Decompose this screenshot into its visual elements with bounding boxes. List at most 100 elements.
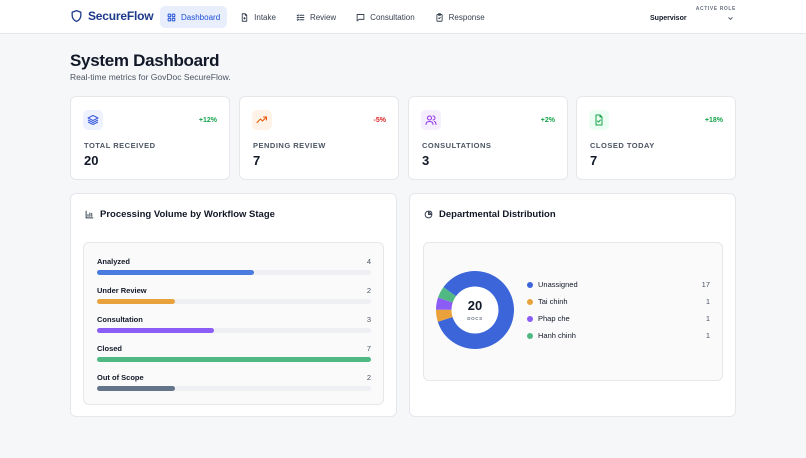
donut-total: 20	[467, 298, 483, 313]
users-icon	[425, 115, 437, 125]
brand-name: SecureFlow	[88, 9, 154, 23]
trending-up-icon	[256, 116, 268, 124]
legend-count: 1	[705, 331, 710, 340]
chevron-down-icon	[728, 17, 733, 20]
nav-dashboard-label: Dashboard	[181, 12, 221, 22]
stat-label: TOTAL RECEIVED	[84, 141, 156, 150]
stat-card-closed-today: +18% CLOSED TODAY 7	[576, 96, 736, 180]
grid-icon	[167, 13, 176, 21]
stage-item: Consultation 3	[97, 315, 371, 333]
stage-label: Closed	[97, 344, 123, 353]
stage-track	[97, 270, 371, 275]
stat-icon-wrap	[252, 110, 272, 130]
stage-label: Analyzed	[97, 257, 130, 266]
stage-count: 2	[366, 286, 371, 295]
role-value: Supervisor	[650, 15, 687, 22]
processing-volume-title: Processing Volume by Workflow Stage	[100, 209, 275, 220]
stat-icon-wrap	[589, 110, 609, 130]
stat-label: PENDING REVIEW	[253, 141, 326, 150]
stat-icon-wrap	[421, 110, 441, 130]
page-subtitle: Real-time metrics for GovDoc SecureFlow.	[70, 72, 231, 82]
layers-icon	[87, 115, 99, 125]
stat-delta: +18%	[704, 117, 723, 124]
legend-name: Phap che	[538, 314, 570, 323]
stat-card-consultations: +2% CONSULTATIONS 3	[408, 96, 568, 180]
stage-count: 3	[366, 315, 371, 324]
nav-consultation-label: Consultation	[370, 12, 415, 22]
role-label: ACTIVE ROLE	[695, 6, 736, 12]
stage-item: Closed 7	[97, 344, 371, 362]
file-check-icon	[595, 114, 603, 126]
nav-review[interactable]: Review	[289, 6, 343, 28]
donut-hole	[451, 286, 499, 334]
donut-slice	[436, 271, 514, 349]
distribution-chart-area: 20 DOCS Unassigned 17 Tai chinh 1 Phap c…	[423, 242, 723, 381]
role-dropdown[interactable]: Supervisor	[648, 15, 736, 22]
stage-label: Out of Scope	[97, 373, 144, 382]
top-navigation-bar: SecureFlow Dashboard Intake Review Consu…	[0, 0, 806, 34]
stage-count: 4	[366, 257, 371, 266]
stage-bar	[97, 386, 176, 391]
nav-consultation[interactable]: Consultation	[349, 6, 421, 28]
stage-label: Under Review	[97, 286, 147, 295]
role-selector: ACTIVE ROLE Supervisor	[648, 6, 736, 22]
page-title: System Dashboard	[70, 51, 220, 70]
stage-bar	[97, 357, 371, 362]
stat-delta: -5%	[373, 117, 386, 124]
shield-icon	[71, 9, 82, 23]
panel-title: Departmental Distribution	[424, 209, 556, 220]
stat-value: 7	[253, 153, 261, 168]
message-square-icon	[356, 13, 365, 21]
stage-label: Consultation	[97, 315, 143, 324]
legend-dot	[527, 282, 533, 288]
panel-title: Processing Volume by Workflow Stage	[85, 209, 275, 220]
nav-intake[interactable]: Intake	[233, 6, 283, 28]
stat-icon-wrap	[83, 110, 103, 130]
main-nav: Dashboard Intake Review Consultation Res…	[160, 6, 492, 28]
stat-label: CLOSED TODAY	[590, 141, 655, 150]
stage-track	[97, 328, 371, 333]
nav-response-label: Response	[448, 12, 485, 22]
legend-item: Tai chinh 1	[527, 297, 710, 314]
donut-unit: DOCS	[467, 316, 483, 321]
list-check-icon	[296, 13, 305, 21]
legend-name: Tai chinh	[538, 297, 568, 306]
file-plus-icon	[241, 12, 248, 22]
clipboard-icon	[436, 12, 443, 22]
stage-bar	[97, 299, 176, 304]
stage-count: 2	[366, 373, 371, 382]
stage-list: Analyzed 4 Under Review 2 Consultation 3 Cl…	[83, 242, 384, 405]
nav-review-label: Review	[309, 12, 337, 22]
brand-logo[interactable]: SecureFlow	[70, 9, 154, 23]
distribution-legend: Unassigned 17 Tai chinh 1 Phap che 1 Han…	[527, 280, 710, 348]
stage-bar	[97, 328, 215, 333]
legend-item: Unassigned 17	[527, 280, 710, 297]
legend-name: Hanh chinh	[538, 331, 576, 340]
stat-value: 20	[84, 153, 99, 168]
legend-item: Hanh chinh 1	[527, 331, 710, 348]
bar-chart-icon	[85, 210, 94, 219]
legend-dot	[527, 299, 533, 305]
legend-item: Phap che 1	[527, 314, 710, 331]
legend-name: Unassigned	[538, 280, 578, 289]
stage-count: 7	[366, 344, 371, 353]
stage-item: Out of Scope 2	[97, 373, 371, 391]
legend-dot	[527, 333, 533, 339]
pie-chart-icon	[424, 210, 433, 219]
stage-item: Under Review 2	[97, 286, 371, 304]
stat-card-total-received: +12% TOTAL RECEIVED 20	[70, 96, 230, 180]
stat-card-pending-review: -5% PENDING REVIEW 7	[239, 96, 399, 180]
stage-track	[97, 299, 371, 304]
nav-response[interactable]: Response	[428, 6, 492, 28]
departmental-distribution-panel: Departmental Distribution 20 DOCS Unassi…	[409, 193, 736, 417]
legend-dot	[527, 316, 533, 322]
nav-intake-label: Intake	[254, 12, 276, 22]
stat-delta: +2%	[540, 117, 555, 124]
stage-track	[97, 357, 371, 362]
distribution-title: Departmental Distribution	[439, 209, 556, 220]
legend-count: 1	[705, 314, 710, 323]
legend-count: 17	[701, 280, 710, 289]
nav-dashboard[interactable]: Dashboard	[160, 6, 228, 28]
legend-count: 1	[705, 297, 710, 306]
stage-bar	[97, 270, 254, 275]
